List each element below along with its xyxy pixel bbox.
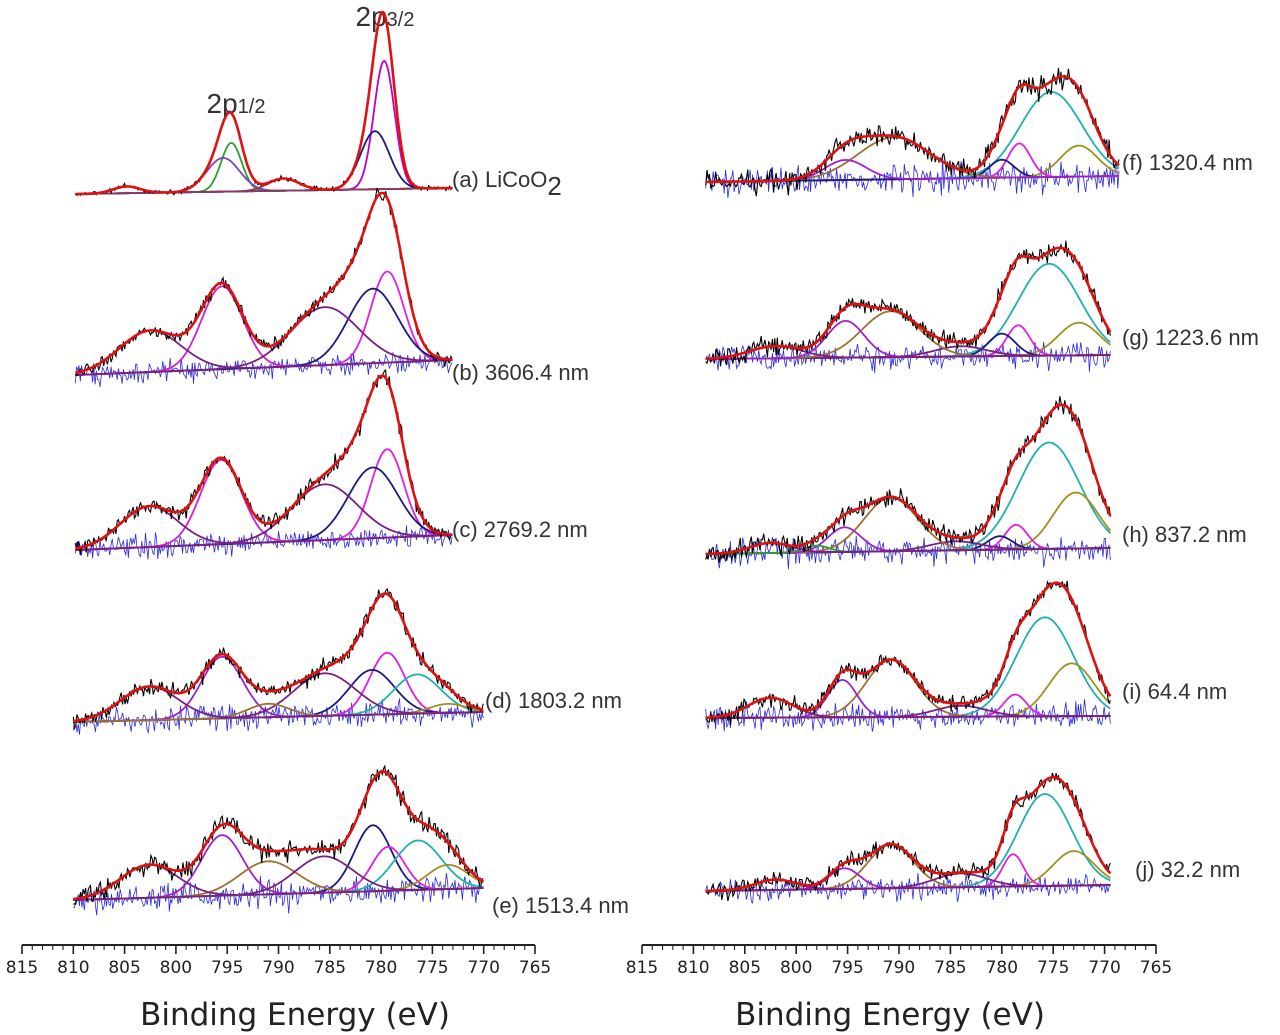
x-tick-label: 775: [1037, 958, 1069, 978]
spectrum: (f) 1320.4 nm: [705, 67, 1253, 199]
x-tick-label: 795: [211, 958, 243, 978]
x-tick-label: 805: [108, 958, 140, 978]
fit-component: [705, 616, 1111, 719]
x-tick-label: 765: [1140, 958, 1172, 978]
spectrum: (i) 64.4 nm: [705, 579, 1227, 732]
fit-envelope: [73, 770, 484, 901]
x-tick-label: 810: [57, 958, 89, 978]
spectrum-label: (g) 1223.6 nm: [1122, 325, 1259, 350]
x-tick-label: 805: [729, 958, 761, 978]
raw-data-trace: [705, 772, 1111, 902]
x-tick-label: 785: [314, 958, 346, 978]
spectrum: (e) 1513.4 nm: [73, 764, 629, 918]
spectrum: (c) 2769.2 nm: [74, 369, 588, 560]
x-tick-label: 780: [986, 958, 1018, 978]
x-tick-label: 785: [934, 958, 966, 978]
x-tick-label: 770: [1088, 958, 1120, 978]
fit-envelope: [705, 775, 1112, 893]
spectrum: (b) 3606.4 nm: [74, 187, 589, 387]
spectrum: (d) 1803.2 nm: [72, 587, 622, 735]
x-tick-label: 770: [467, 958, 499, 978]
x-tick-label: 765: [519, 958, 551, 978]
fit-envelope: [75, 10, 453, 196]
x-tick-label: 810: [677, 958, 709, 978]
residual-trace: [72, 698, 484, 735]
x-tick-label: 800: [160, 958, 192, 978]
x-tick-label: 800: [780, 958, 812, 978]
fit-envelope: [75, 191, 453, 375]
spectrum-label: (f) 1320.4 nm: [1122, 150, 1253, 175]
x-tick-label: 775: [416, 958, 448, 978]
fit-component: [705, 324, 1111, 360]
spectrum: (j) 32.2 nm: [705, 772, 1240, 904]
fit-envelope: [705, 581, 1112, 719]
fit-component: [75, 448, 453, 551]
panel-right: 815 810 805 800 795 790 785 780 775 770 765 Binding…: [626, 67, 1259, 1033]
spectrum: (a) LiCoO2: [75, 10, 562, 201]
x-tick-label: 815: [6, 958, 38, 978]
fit-envelope: [705, 75, 1120, 184]
raw-data-trace: [705, 579, 1111, 725]
x-axis-label: Binding Energy (eV): [140, 997, 450, 1033]
residual-trace: [705, 699, 1111, 732]
fit-component: [705, 441, 1112, 555]
raw-data-trace: [74, 369, 453, 556]
x-tick-label: 790: [262, 958, 294, 978]
fit-envelope: [705, 403, 1112, 556]
spectrum-label: (h) 837.2 nm: [1122, 522, 1247, 547]
fit-envelope: [705, 246, 1112, 360]
spectrum-label: (e) 1513.4 nm: [492, 893, 629, 918]
spectrum-label: (d) 1803.2 nm: [485, 688, 622, 713]
fit-component: [75, 483, 453, 551]
raw-data-trace: [705, 67, 1120, 197]
fit-component: [75, 59, 453, 195]
x-axis-label: Binding Energy (eV): [735, 997, 1045, 1033]
fit-envelope: [73, 592, 484, 723]
residual-trace: [75, 351, 453, 387]
fit-component: [75, 306, 453, 376]
peak-label: 2p3/2: [356, 1, 415, 32]
x-tick-label: 790: [883, 958, 915, 978]
spectrum-label: (j) 32.2 nm: [1135, 857, 1240, 882]
fit-component: [705, 91, 1120, 183]
x-tick-label: 795: [831, 958, 863, 978]
spectrum: (g) 1223.6 nm: [705, 240, 1259, 374]
fit-component: [705, 321, 1111, 360]
residual-trace: [705, 872, 1111, 904]
spectrum: (h) 837.2 nm: [705, 396, 1247, 570]
x-tick-label: 780: [365, 958, 397, 978]
spectrum-label: (c) 2769.2 nm: [452, 517, 588, 542]
fit-envelope: [75, 374, 453, 550]
x-tick-label: 815: [626, 958, 658, 978]
fit-component: [705, 793, 1111, 892]
raw-data-trace: [705, 396, 1111, 563]
spectrum-label: (i) 64.4 nm: [1122, 679, 1227, 704]
panel-left: 815 810 805 800 795 790 785 780 775 770 765 Binding…: [6, 1, 629, 1033]
spectrum-label: (a) LiCoO2: [452, 167, 562, 201]
peak-label: 2p1/2: [207, 88, 266, 119]
spectrum-label: (b) 3606.4 nm: [452, 360, 589, 385]
